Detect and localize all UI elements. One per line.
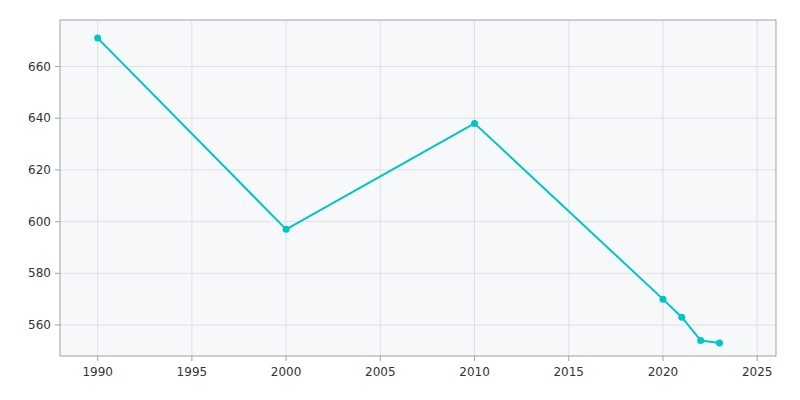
y-tick-label: 660 — [28, 60, 51, 74]
x-tick — [191, 356, 192, 361]
plot-frame — [60, 20, 776, 356]
data — [94, 35, 723, 347]
y-tick — [55, 324, 60, 325]
line — [98, 38, 720, 343]
x-grid-line — [662, 20, 663, 356]
grid — [60, 20, 776, 356]
chart: 1990 1995 2000 2005 2010 2015 2020 2025 560 580 60… — [0, 0, 800, 400]
y-tick — [55, 221, 60, 222]
point — [283, 226, 290, 233]
y-grid-line — [60, 221, 776, 222]
x-tick — [286, 356, 287, 361]
y-grid-line — [60, 273, 776, 274]
x-grid-line — [757, 20, 758, 356]
point — [471, 120, 478, 127]
point — [678, 314, 685, 321]
tick-labels: 1990 1995 2000 2005 2010 2015 2020 2025 560 580 60… — [28, 60, 772, 379]
y-grid-line — [60, 66, 776, 67]
x-tick — [97, 356, 98, 361]
x-tick — [380, 356, 381, 361]
x-grid-line — [474, 20, 475, 356]
y-tick — [55, 66, 60, 67]
x-tick-label: 2010 — [459, 365, 490, 379]
x-grid-line — [191, 20, 192, 356]
x-grid-line — [568, 20, 569, 356]
x-grid-line — [286, 20, 287, 356]
x-tick-label: 1995 — [177, 365, 208, 379]
x-tick-label: 2000 — [271, 365, 302, 379]
y-tick-label: 640 — [28, 111, 51, 125]
y-tick — [55, 273, 60, 274]
point — [716, 340, 723, 347]
x-tick-label: 2015 — [553, 365, 584, 379]
point — [697, 337, 704, 344]
y-tick-label: 560 — [28, 318, 51, 332]
point — [94, 35, 101, 42]
y-tick-label: 620 — [28, 163, 51, 177]
y-tick — [55, 118, 60, 119]
y-grid-line — [60, 324, 776, 325]
x-tick-label: 2005 — [365, 365, 396, 379]
x-tick — [474, 356, 475, 361]
x-tick-label: 1990 — [82, 365, 113, 379]
x-grid-line — [97, 20, 98, 356]
y-tick-label: 600 — [28, 215, 51, 229]
x-tick-label: 2020 — [648, 365, 679, 379]
y-tick-label: 580 — [28, 266, 51, 280]
x-tick — [757, 356, 758, 361]
y-grid-line — [60, 169, 776, 170]
x-tick — [568, 356, 569, 361]
plot-background — [60, 20, 776, 356]
y-tick — [55, 169, 60, 170]
y-grid-line — [60, 118, 776, 119]
point — [659, 296, 666, 303]
x-tick-label: 2025 — [742, 365, 773, 379]
x-tick — [662, 356, 663, 361]
x-grid-line — [380, 20, 381, 356]
